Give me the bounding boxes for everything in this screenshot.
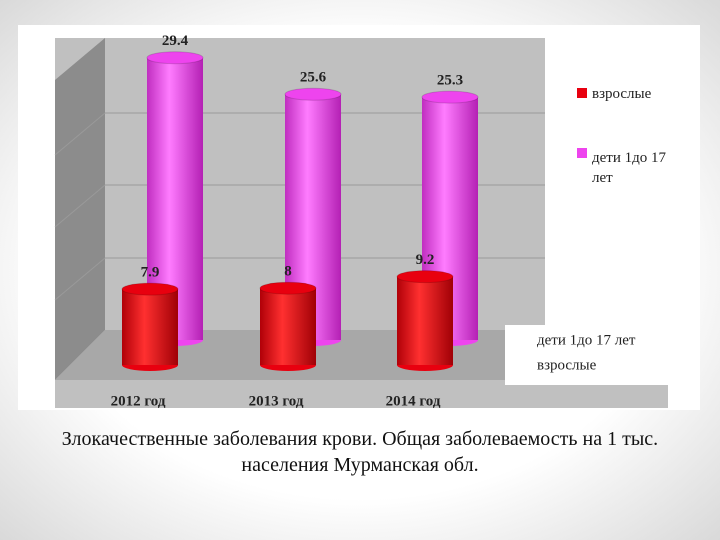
depth-label: взрослые <box>537 357 597 373</box>
cylinder-top <box>284 87 342 101</box>
legend-label: дети 1до 17 лет <box>592 150 667 186</box>
cylinder-top <box>396 270 454 284</box>
depth-label: дети 1до 17 лет <box>537 332 636 348</box>
cylinder-top <box>146 51 204 65</box>
bar <box>397 276 453 365</box>
cylinder-top <box>121 282 179 296</box>
cylinder <box>259 281 317 371</box>
depth-label-bg <box>505 325 668 385</box>
legend-bg <box>545 38 668 325</box>
x-tick-label: 2012 год <box>111 393 166 409</box>
legend-marker <box>577 88 587 98</box>
value-label: 25.6 <box>300 70 327 86</box>
cylinder <box>396 270 454 371</box>
legend-marker <box>577 148 587 158</box>
bar <box>260 288 316 365</box>
caption: Злокачественные заболевания крови. Общая… <box>61 428 659 476</box>
value-label: 29.4 <box>162 33 189 49</box>
cylinder-top <box>259 281 317 295</box>
cylinder <box>121 282 179 371</box>
value-label: 25.3 <box>437 73 463 89</box>
x-tick-label: 2014 год <box>386 393 441 409</box>
x-tick-label: 2013 год <box>249 393 304 409</box>
value-label: 8 <box>284 264 292 280</box>
value-label: 9.2 <box>416 252 435 268</box>
side-wall <box>55 38 105 380</box>
legend-label: взрослые <box>592 86 652 102</box>
bar <box>122 289 178 365</box>
value-label: 7.9 <box>141 265 160 281</box>
cylinder-top <box>421 90 479 104</box>
